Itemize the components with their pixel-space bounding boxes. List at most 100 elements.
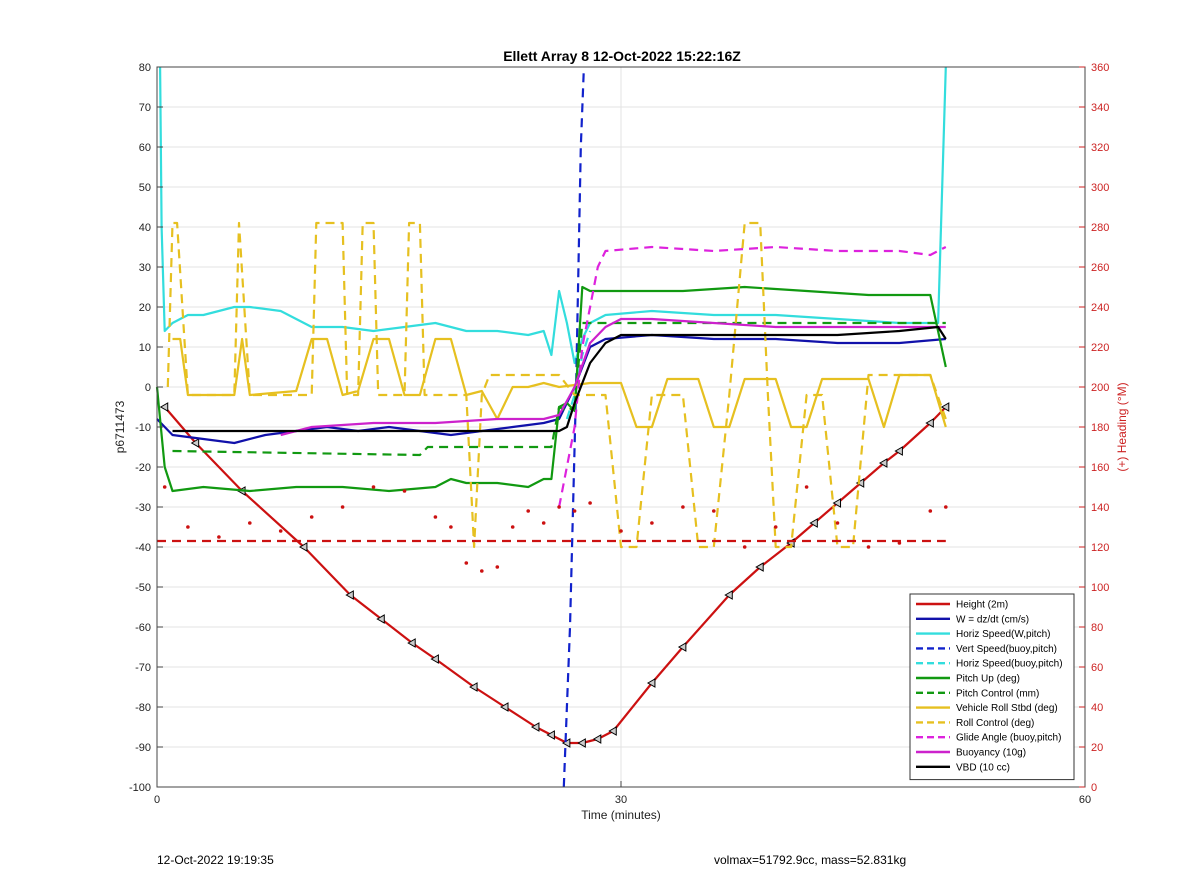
series-12-point — [248, 521, 252, 525]
height-triangle-marker — [345, 590, 354, 600]
chart-title: Ellett Array 8 12-Oct-2022 15:22:16Z — [503, 48, 741, 64]
series-12-point — [433, 515, 438, 519]
height-triangle-marker — [677, 642, 687, 652]
height-triangle-marker — [499, 702, 509, 712]
height-triangle-marker — [832, 498, 842, 508]
y2-tick-label: 320 — [1091, 142, 1109, 154]
legend-entry-label: VBD (10 cc) — [956, 762, 1010, 773]
y2-tick-label: 340 — [1091, 102, 1109, 114]
series-12-point — [681, 505, 685, 509]
series-12-point — [402, 489, 407, 493]
height-triangle-marker — [724, 590, 733, 600]
series-12-point — [773, 525, 778, 529]
y2-axis-ticks: 0 20 40 60 80 100 120 140 160 180 200 220 240 260 280 3… — [1079, 62, 1109, 794]
height-triangle-marker — [809, 518, 818, 528]
height-triangle-marker — [298, 542, 308, 552]
height-triangle-marker — [530, 722, 540, 732]
series-12-point — [480, 569, 484, 573]
height-triangle-marker — [940, 402, 950, 412]
height-triangle-marker — [430, 654, 439, 664]
legend-entry-label: Buoyancy (10g) — [956, 748, 1026, 759]
y-tick-label: -70 — [135, 662, 151, 674]
height-triangle-marker — [376, 614, 385, 624]
height-triangle-marker — [407, 638, 416, 648]
height-triangle-marker — [577, 738, 586, 748]
y-tick-label: 60 — [139, 142, 151, 154]
y2-tick-label: 60 — [1091, 662, 1103, 674]
y2-tick-label: 300 — [1091, 182, 1109, 194]
series-6-line — [172, 321, 946, 457]
legend-entry-label: Pitch Control (mm) — [956, 688, 1039, 699]
y2-tick-label: 200 — [1091, 382, 1109, 394]
y-tick-label: 20 — [139, 302, 151, 314]
footer-volmax-mass: volmax=51792.9cc, mass=52.831kg — [714, 853, 907, 867]
y-tick-label: -20 — [135, 462, 151, 474]
y2-tick-label: 100 — [1091, 582, 1109, 594]
series-12-point — [712, 509, 716, 513]
series-12-point — [742, 545, 747, 549]
height-triangle-marker — [878, 458, 888, 468]
x-tick-label: 30 — [615, 794, 627, 806]
legend-entry-label: W = dz/dt (cm/s) — [956, 614, 1029, 625]
series-12-point — [944, 505, 948, 509]
series-12-point — [619, 529, 623, 533]
y-tick-label: 50 — [139, 182, 151, 194]
height-triangle-marker — [159, 402, 169, 412]
y-tick-label: 40 — [139, 222, 151, 234]
series-12-point — [866, 545, 871, 549]
series-layer — [155, 66, 950, 788]
y2-tick-label: 360 — [1091, 62, 1109, 74]
y2-tick-label: 220 — [1091, 342, 1109, 354]
y-tick-label: -100 — [129, 782, 151, 794]
y2-tick-label: 0 — [1091, 782, 1097, 794]
series-9-line — [558, 245, 947, 508]
series-2-line — [159, 66, 947, 365]
legend-entry-label: Height (2m) — [956, 600, 1008, 611]
series-12-point — [186, 525, 190, 529]
y-tick-label: -50 — [135, 582, 151, 594]
y2-tick-label: 280 — [1091, 222, 1109, 234]
series-0-line — [163, 406, 947, 745]
x-axis-label: Time (minutes) — [581, 808, 661, 822]
series-8-line — [166, 221, 947, 549]
x-tick-label: 60 — [1079, 794, 1091, 806]
series-12-point — [804, 485, 809, 489]
height-triangle-marker — [190, 438, 200, 448]
y-tick-label: 0 — [145, 382, 151, 394]
legend-entry-label: Vehicle Roll Stbd (deg) — [956, 703, 1058, 714]
height-triangle-marker — [894, 446, 903, 456]
series-12-point — [371, 485, 376, 489]
series-12-point — [278, 529, 283, 533]
series-12-point — [162, 485, 167, 489]
height-triangle-marker — [855, 478, 865, 488]
series-12-point — [526, 509, 530, 513]
height-triangle-marker — [469, 682, 478, 692]
series-12-point — [340, 505, 345, 509]
series-5-line — [155, 285, 947, 493]
series-12-point — [557, 505, 561, 509]
series-12-point — [495, 565, 500, 569]
y2-tick-label: 80 — [1091, 622, 1103, 634]
legend-entry-label: Horiz Speed(buoy,pitch) — [956, 659, 1063, 670]
y-axis-ticks: -100-90-80-70-60-50-40-30-20-10010203040… — [129, 62, 163, 794]
series-11-line — [172, 325, 947, 433]
height-triangle-marker — [592, 734, 602, 744]
y2-tick-label: 180 — [1091, 422, 1109, 434]
series-12-point — [309, 515, 314, 519]
y-tick-label: 70 — [139, 102, 151, 114]
footer-timestamp: 12-Oct-2022 19:19:35 — [157, 853, 274, 867]
y-tick-label: -80 — [135, 702, 151, 714]
legend-box — [909, 593, 1075, 781]
y2-tick-label: 160 — [1091, 462, 1109, 474]
y2-tick-label: 20 — [1091, 742, 1103, 754]
series-12-point — [449, 525, 453, 529]
series-1-line — [156, 333, 946, 445]
legend-entry-label: Pitch Up (deg) — [956, 674, 1020, 685]
legend-entry-label: Horiz Speed(W,pitch) — [956, 629, 1050, 640]
height-triangle-marker — [925, 418, 934, 428]
height-triangle-marker — [646, 678, 656, 688]
y-tick-label: -90 — [135, 742, 151, 754]
series-12-point — [541, 521, 546, 525]
y2-axis-label: (+) Heading (°M) — [1115, 382, 1129, 471]
series-12-point — [217, 535, 221, 539]
